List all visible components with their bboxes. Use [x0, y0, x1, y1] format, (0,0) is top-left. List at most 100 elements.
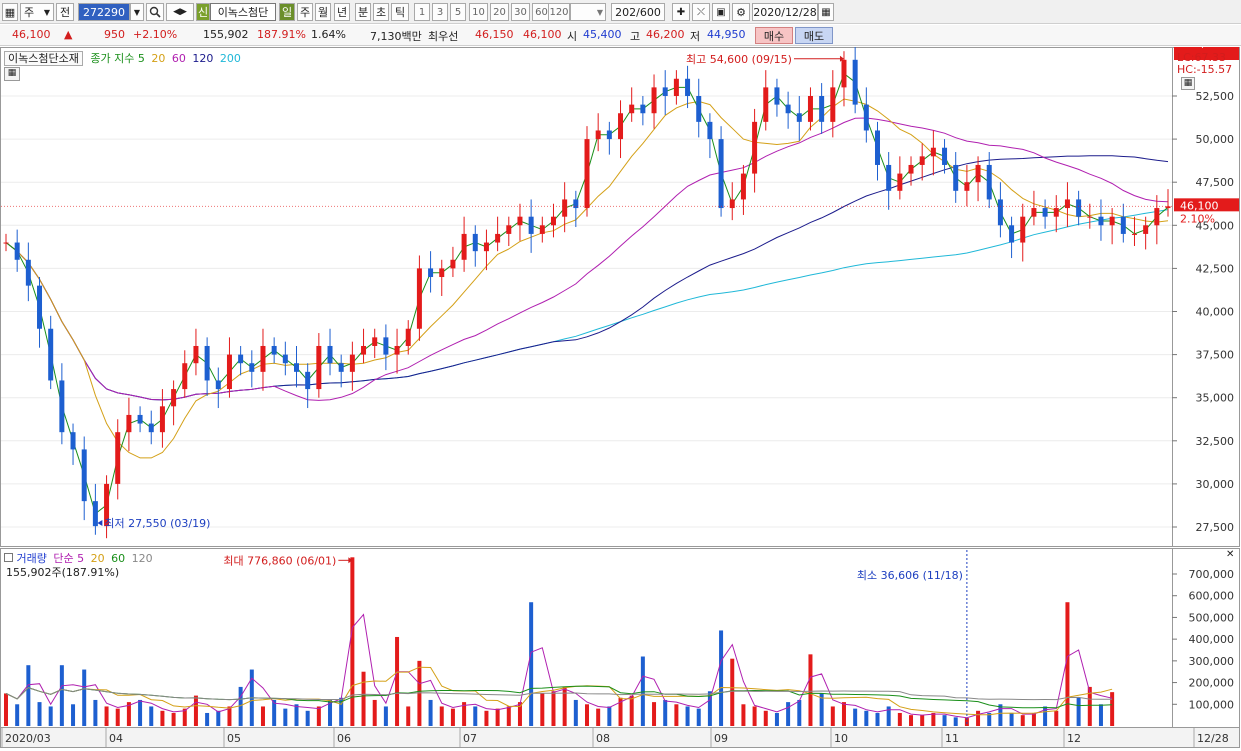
price-axis-frame: [1172, 47, 1240, 547]
period-month[interactable]: 월: [315, 3, 331, 21]
ma-120-label: 120: [192, 52, 214, 65]
chart-tool-icon[interactable]: ⤬: [692, 3, 710, 21]
volume-tick-label: 300,000: [1189, 655, 1235, 668]
price-chart-title[interactable]: 이녹스첨단소재: [4, 51, 83, 66]
period-year[interactable]: 년: [334, 3, 350, 21]
candle-body: [1165, 206, 1171, 209]
volume-bar: [339, 697, 344, 726]
interval-5[interactable]: 5: [450, 3, 466, 21]
volume-bar: [316, 706, 321, 726]
x-axis-label: 05: [227, 732, 241, 745]
vol-max-arrow: [348, 557, 353, 564]
market-select[interactable]: 주 ▼: [20, 3, 54, 21]
candle-body: [517, 216, 523, 226]
candle-body: [226, 354, 232, 390]
candle-body: [70, 432, 76, 450]
volume-bar: [529, 602, 534, 726]
close-icon[interactable]: ✕: [1226, 549, 1235, 560]
volume-bar: [774, 712, 779, 726]
interval-120[interactable]: 120: [548, 3, 570, 21]
volume-bar: [450, 708, 455, 726]
candle-body: [92, 501, 98, 527]
interval-3[interactable]: 3: [432, 3, 448, 21]
toolbar: ▦ 주 ▼ 전 272290 ▼ ◀▶ 신 이녹스첨단 일 주 월 년 분 초 틱…: [0, 0, 1241, 24]
prev-button[interactable]: 전: [56, 3, 74, 21]
interval-20[interactable]: 20: [490, 3, 509, 21]
price-legend-label: 종가 지수: [90, 52, 135, 65]
candle-body: [886, 164, 892, 191]
volume-ratio: 187.91%: [257, 28, 306, 41]
current-volume-tag: [1174, 47, 1239, 60]
volume-bar: [115, 708, 120, 726]
interval-30[interactable]: 30: [511, 3, 530, 21]
sell-button[interactable]: 매도: [795, 27, 833, 44]
save-icon[interactable]: ▣: [712, 3, 730, 21]
candle-body: [383, 337, 389, 355]
turnover-rate: 1.64%: [311, 28, 346, 41]
candle-body: [338, 363, 344, 372]
interval-input[interactable]: ▼: [570, 3, 606, 21]
open-label: 시: [567, 30, 578, 43]
period-week[interactable]: 주: [297, 3, 313, 21]
volume-legend: 거래량 단순 5 20 60 120: [4, 550, 153, 566]
volume-bar: [707, 691, 712, 726]
candle-body: [1109, 216, 1115, 226]
count-field[interactable]: 202/600: [611, 3, 665, 21]
interval-10[interactable]: 10: [469, 3, 488, 21]
candle-body: [796, 113, 802, 122]
candle-body: [618, 113, 624, 140]
period-tick[interactable]: 틱: [391, 3, 409, 21]
panel-toggle-icon[interactable]: [4, 553, 13, 562]
price-tick-label: 30,000: [1196, 478, 1235, 491]
volume-ma-line: [5, 666, 1113, 716]
volume-bar: [227, 706, 232, 726]
candle-body: [975, 164, 981, 183]
candle-body: [260, 345, 266, 372]
code-dropdown-icon[interactable]: ▼: [130, 3, 144, 21]
price-tick-label: 50,000: [1196, 133, 1235, 146]
code-input[interactable]: 272290: [78, 3, 130, 21]
date-field[interactable]: 2020/12/28: [752, 3, 818, 21]
volume-bar: [752, 706, 757, 726]
volume-bar: [138, 699, 143, 726]
chart-canvas[interactable]: 52,500 50,000 47,500 45,000 42,500 40,000 37,5…: [0, 37, 1241, 748]
candle-body: [752, 121, 758, 174]
axis-settings-icon[interactable]: ▦: [1181, 77, 1195, 90]
volume-bar: [976, 710, 981, 726]
volume-bar: [82, 669, 87, 726]
price-tick-label: 45,000: [1196, 219, 1235, 232]
volume-bar: [640, 656, 645, 726]
candle-body: [685, 78, 691, 96]
interval-1[interactable]: 1: [414, 3, 430, 21]
calendar-icon[interactable]: ▦: [818, 3, 834, 21]
volume-bar: [685, 706, 690, 726]
gear-icon[interactable]: ⚙: [732, 3, 750, 21]
search-icon[interactable]: [146, 3, 164, 21]
candle-body: [1020, 216, 1026, 243]
stock-nav-icon[interactable]: ◀▶: [166, 3, 194, 21]
chart-area[interactable]: 52,500 50,000 47,500 45,000 42,500 40,000 37,5…: [0, 37, 1241, 748]
volume-bar: [696, 708, 701, 726]
volume-bar: [841, 702, 846, 726]
current-pct-text: 2.10%: [1180, 212, 1215, 225]
high-marker-arrow: [839, 55, 844, 62]
period-second[interactable]: 초: [373, 3, 389, 21]
buy-button[interactable]: 매수: [755, 27, 793, 44]
period-day[interactable]: 일: [279, 3, 295, 21]
x-axis-label: 09: [714, 732, 728, 745]
volume-bar: [551, 691, 556, 726]
market-label: 주: [24, 6, 35, 19]
candle-body: [394, 345, 400, 355]
candle-body: [294, 363, 299, 372]
crosshair-icon[interactable]: ✚: [672, 3, 690, 21]
vol-ma-60-label: 60: [111, 552, 126, 565]
candle-body: [573, 199, 579, 209]
volume-bar: [517, 702, 522, 726]
volume-bar: [126, 702, 131, 726]
vol-ma-5-label: 5: [77, 552, 85, 565]
volume-bar: [473, 706, 478, 726]
indicator-list-icon[interactable]: ▦: [4, 67, 20, 81]
window-menu-icon[interactable]: ▦: [2, 3, 18, 21]
period-minute[interactable]: 분: [355, 3, 371, 21]
candle-body: [1009, 225, 1015, 243]
